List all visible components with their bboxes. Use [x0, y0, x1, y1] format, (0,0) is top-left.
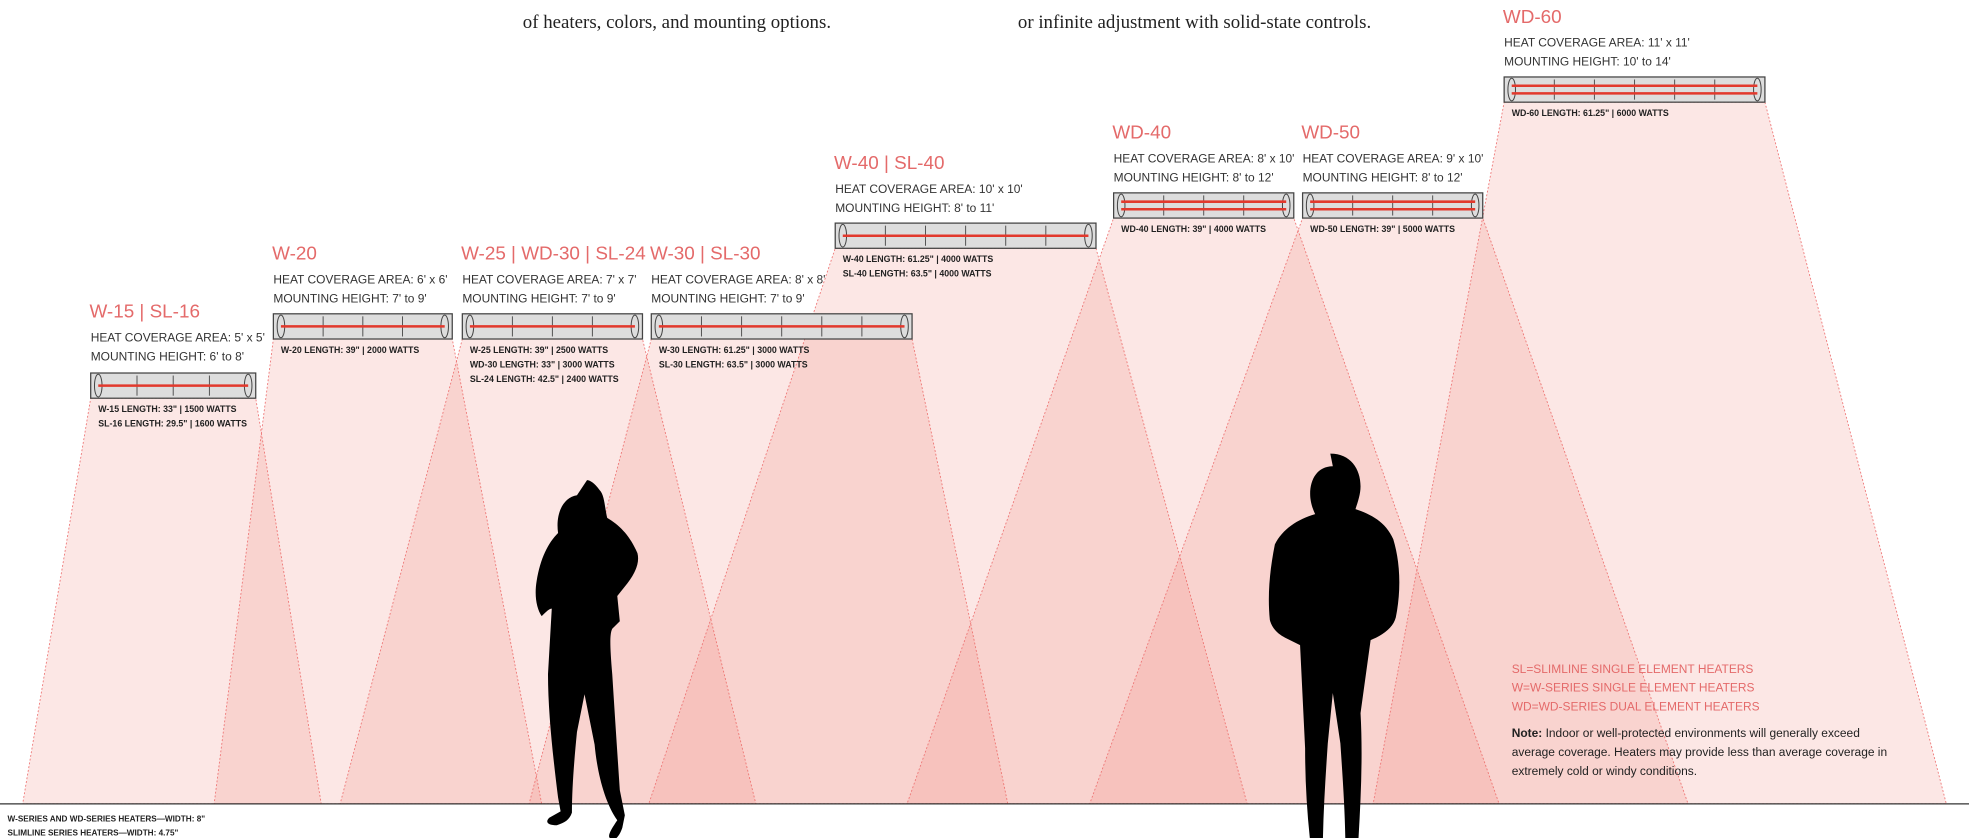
heater-cap	[1470, 193, 1480, 218]
heater-cap	[1305, 193, 1315, 218]
heater-spec: WD-50 LENGTH: 39" | 5000 WATTS	[1310, 224, 1455, 234]
intro-line: of heaters, colors, and mounting options…	[523, 12, 831, 33]
man-silhouette	[1268, 453, 1400, 838]
heater-name: W-30 | SL-30	[650, 244, 761, 265]
heater-spec: SL-16 LENGTH: 29.5" | 1600 WATTS	[98, 419, 247, 429]
heater-cap	[1116, 193, 1126, 218]
heat-beam	[1089, 217, 1689, 805]
heater-name: W-40 | SL-40	[834, 153, 945, 174]
heater-cap	[1753, 77, 1762, 102]
note-line: extremely cold or windy conditions.	[1512, 764, 1697, 778]
legend-line: W=W-SERIES SINGLE ELEMENT HEATERS	[1512, 681, 1755, 695]
heater-name: WD-60	[1503, 7, 1562, 28]
heater-height: MOUNTING HEIGHT: 7' to 9'	[651, 291, 804, 305]
heater-coverage: HEAT COVERAGE AREA: 9' x 10'	[1303, 152, 1484, 166]
heater-spec: SL-24 LENGTH: 42.5" | 2400 WATTS	[470, 374, 619, 384]
heater-spec: W-30 LENGTH: 61.25" | 3000 WATTS	[659, 345, 810, 355]
heater-coverage: HEAT COVERAGE AREA: 11' x 11'	[1504, 36, 1690, 50]
heater-name: W-25 | WD-30 | SL-24	[461, 244, 646, 265]
heat-beam	[213, 338, 543, 805]
heater-height: MOUNTING HEIGHT: 8' to 12'	[1114, 171, 1274, 185]
heater-name: WD-40	[1112, 123, 1171, 144]
note-text: Indoor or well-protected environments wi…	[1546, 726, 1860, 740]
heater-name: W-20	[272, 244, 317, 265]
heater-coverage: HEAT COVERAGE AREA: 8' x 10'	[1114, 152, 1295, 166]
heater-spec: W-20 LENGTH: 39" | 2000 WATTS	[281, 345, 419, 355]
intro-line: or infinite adjustment with solid-state …	[1018, 12, 1371, 33]
heater-spec: SL-40 LENGTH: 63.5" | 4000 WATTS	[843, 269, 992, 279]
woman-silhouette	[535, 480, 639, 838]
heater-coverage: HEAT COVERAGE AREA: 10' x 10'	[835, 182, 1022, 196]
legend-line: SL=SLIMLINE SINGLE ELEMENT HEATERS	[1512, 662, 1754, 676]
heater-name: W-15 | SL-16	[89, 302, 200, 323]
beams	[22, 101, 1947, 805]
footer-line: W-SERIES AND WD-SERIES HEATERS—WIDTH: 8"	[8, 814, 206, 823]
heater-spec: W-25 LENGTH: 39" | 2500 WATTS	[470, 345, 608, 355]
heater-cap	[1507, 77, 1516, 102]
heater-spec: WD-40 LENGTH: 39" | 4000 WATTS	[1121, 224, 1266, 234]
note-line: Note: Indoor or well-protected environme…	[1512, 726, 1860, 740]
heater-coverage: HEAT COVERAGE AREA: 5' x 5'	[91, 331, 265, 345]
heater-spec: WD-60 LENGTH: 61.25" | 6000 WATTS	[1512, 108, 1669, 118]
heater-height: MOUNTING HEIGHT: 8' to 11'	[835, 201, 994, 215]
heater-coverage: HEAT COVERAGE AREA: 6' x 6'	[273, 273, 447, 287]
heater-coverage: HEAT COVERAGE AREA: 7' x 7'	[462, 273, 636, 287]
note-label: Note:	[1512, 726, 1543, 740]
heater-height: MOUNTING HEIGHT: 7' to 9'	[462, 291, 615, 305]
legend-line: WD=WD-SERIES DUAL ELEMENT HEATERS	[1512, 700, 1760, 714]
heater-height: MOUNTING HEIGHT: 7' to 9'	[273, 291, 426, 305]
heater-spec: W-15 LENGTH: 33" | 1500 WATTS	[98, 404, 236, 414]
heater-spec: W-40 LENGTH: 61.25" | 4000 WATTS	[843, 254, 994, 264]
heater-spec: SL-30 LENGTH: 63.5" | 3000 WATTS	[659, 359, 808, 369]
heater-cap	[1281, 193, 1291, 218]
heater-height: MOUNTING HEIGHT: 8' to 12'	[1303, 171, 1463, 185]
heater-spec: WD-30 LENGTH: 33" | 3000 WATTS	[470, 359, 615, 369]
heater-height: MOUNTING HEIGHT: 6' to 8'	[91, 349, 244, 363]
note-line: average coverage. Heaters may provide le…	[1512, 745, 1887, 759]
heater-height: MOUNTING HEIGHT: 10' to 14'	[1504, 55, 1671, 69]
footer-line: SLIMLINE SERIES HEATERS—WIDTH: 4.75"	[8, 828, 179, 837]
heater-coverage: HEAT COVERAGE AREA: 8' x 8'	[651, 273, 825, 287]
heater-name: WD-50	[1301, 123, 1360, 144]
